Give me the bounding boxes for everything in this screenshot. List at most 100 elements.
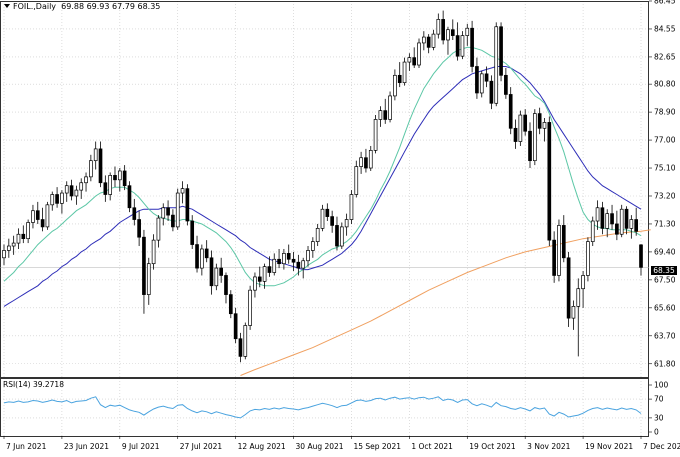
candle — [586, 237, 590, 282]
symbol-label: FOIL.,Daily — [13, 2, 57, 11]
candle-body — [311, 241, 315, 251]
x-tick-label: 19 Nov 2021 — [585, 442, 633, 451]
candle-body — [470, 27, 474, 67]
candle — [108, 172, 113, 201]
candle — [142, 229, 146, 314]
candle — [393, 69, 397, 101]
rsi-line — [3, 396, 642, 419]
candle — [639, 244, 643, 276]
y-tick-label: 80.80 — [654, 80, 676, 89]
candle — [407, 53, 412, 71]
candle-body — [103, 182, 108, 195]
candle-body — [26, 222, 30, 240]
candle-body — [566, 257, 571, 319]
candle — [576, 278, 581, 357]
candle — [40, 207, 45, 232]
candle-body — [397, 74, 402, 84]
y-tick-label: 82.65 — [654, 53, 676, 62]
x-tick-label: 1 Oct 2021 — [411, 442, 453, 451]
candle-body — [243, 325, 248, 357]
candle-body — [151, 239, 156, 265]
candle-body — [378, 110, 383, 120]
candle-body — [595, 207, 600, 222]
x-tick-label: 19 Oct 2021 — [469, 442, 516, 451]
candle-body — [639, 244, 643, 268]
candle — [383, 98, 388, 124]
candle — [368, 145, 373, 171]
candle — [64, 181, 69, 202]
candle — [600, 201, 605, 235]
candle-body — [552, 239, 556, 276]
candle-body — [306, 250, 310, 262]
candle — [479, 70, 484, 98]
candle-body — [581, 275, 585, 290]
candle-body — [523, 114, 528, 132]
candle-body — [335, 225, 339, 247]
candle — [243, 322, 248, 360]
candle-body — [195, 244, 199, 269]
candle — [359, 151, 363, 174]
candle — [571, 300, 576, 330]
candle-body — [325, 208, 330, 217]
candle-body — [460, 35, 465, 57]
candle — [330, 210, 334, 233]
x-tick-label: 9 Jul 2021 — [122, 442, 160, 451]
candle-body — [180, 188, 185, 194]
candle — [518, 110, 523, 146]
candle-body — [166, 207, 170, 216]
candle-body — [368, 150, 373, 169]
candle — [16, 228, 21, 249]
candle-body — [253, 276, 257, 291]
candle-body — [93, 148, 98, 162]
candle-body — [475, 66, 479, 94]
candle-body — [619, 208, 624, 235]
y-tick-label: 67.50 — [654, 275, 676, 284]
candle-body — [117, 170, 122, 181]
candle-body — [175, 192, 180, 228]
x-tick-label: 15 Sep 2021 — [353, 442, 401, 451]
candle — [339, 222, 344, 249]
candle — [619, 204, 624, 238]
candle-body — [291, 258, 296, 263]
candle — [277, 248, 281, 269]
candle — [180, 181, 185, 204]
candle-body — [200, 248, 204, 269]
candle — [489, 75, 494, 110]
candle-body — [373, 119, 378, 151]
candle-body — [547, 122, 552, 241]
candle — [441, 10, 445, 45]
candle-body — [224, 275, 228, 295]
candle-body — [388, 95, 392, 120]
candle-body — [508, 94, 513, 129]
candle — [224, 272, 228, 304]
candle — [465, 23, 470, 46]
candle — [547, 116, 552, 247]
x-axis-labels: 7 Jun 2021 23 Jun 2021 9 Jul 2021 27 Jul 20… — [3, 436, 680, 451]
candle-body — [450, 29, 455, 36]
candle — [436, 13, 441, 39]
rsi-tick-label: 70 — [654, 395, 664, 404]
candle-body — [590, 220, 595, 242]
candle — [175, 188, 180, 230]
candle — [504, 67, 508, 99]
y-tick-label: 63.70 — [654, 331, 676, 340]
candle — [422, 31, 426, 51]
candle-body — [156, 217, 161, 241]
candle — [74, 185, 79, 205]
candle — [79, 178, 84, 199]
candle — [166, 200, 170, 222]
candle — [228, 290, 233, 319]
x-tick-label: 23 Jun 2021 — [64, 442, 109, 451]
candle-body — [257, 276, 262, 282]
candle-body — [21, 233, 26, 240]
rsi-tick-label: 0 — [654, 428, 659, 437]
candle-body — [407, 57, 412, 63]
candle — [55, 187, 59, 208]
candle — [93, 141, 98, 170]
candle-body — [108, 175, 113, 195]
candle-body — [320, 208, 325, 229]
candle-body — [286, 253, 291, 260]
candle — [373, 115, 378, 154]
candle — [634, 207, 639, 236]
